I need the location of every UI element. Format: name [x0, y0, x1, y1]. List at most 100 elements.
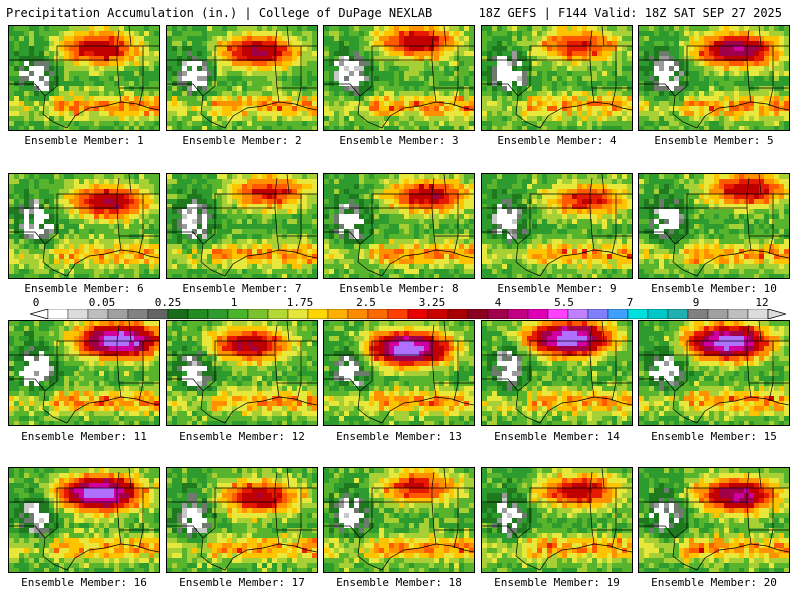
state-boundary: [200, 60, 226, 129]
precip-map: [9, 468, 159, 572]
member-map-panel: [166, 25, 318, 131]
state-boundary: [324, 193, 474, 209]
precip-map: [167, 321, 317, 425]
state-boundary: [167, 487, 317, 503]
member-caption: Ensemble Member: 13: [336, 430, 462, 443]
state-boundary: [696, 543, 789, 571]
colorbar-swatch: [567, 309, 589, 319]
state-boundary: [639, 231, 676, 245]
colorbar-tick-label: 9: [692, 296, 700, 309]
member-caption: Ensemble Member: 5: [654, 134, 774, 147]
state-boundary: [381, 396, 474, 424]
member-caption: Ensemble Member: 2: [182, 134, 302, 147]
state-boundary: [746, 471, 750, 502]
precip-map: [482, 26, 632, 130]
state-boundary: [639, 83, 676, 97]
member-map-panel: [481, 320, 633, 426]
member-map-panel: [323, 25, 475, 131]
state-boundary: [224, 543, 317, 571]
state-boundary: [539, 101, 632, 129]
member-map-panel: [166, 320, 318, 426]
state-boundary: [116, 471, 120, 502]
state-boundary: [639, 525, 676, 539]
state-boundary: [758, 321, 762, 342]
state-boundary: [672, 502, 698, 571]
state-boundary: [639, 340, 789, 356]
state-boundary: [696, 101, 789, 129]
state-boundary: [66, 543, 159, 571]
colorbar-swatch: [307, 309, 329, 319]
state-boundary: [138, 341, 144, 402]
colorbar-swatch: [447, 309, 469, 319]
state-boundary: [128, 26, 132, 47]
colorbar-swatch: [627, 309, 649, 319]
state-boundary: [66, 249, 159, 277]
state-boundary: [128, 468, 132, 489]
colorbar-swatch: [47, 309, 69, 319]
precip-map: [639, 26, 789, 130]
state-boundary: [639, 378, 676, 392]
colorbar-swatch: [167, 309, 189, 319]
state-boundary: [611, 46, 617, 107]
state-boundary: [758, 174, 762, 195]
state-boundary: [443, 26, 447, 47]
state-boundary: [9, 487, 159, 503]
state-boundary: [768, 488, 774, 549]
member-caption: Ensemble Member: 20: [651, 576, 777, 589]
member-map-panel: [8, 467, 160, 573]
colorbar: 0 0.05 0.25 1 1.75 2.5 3.25 4 5.5 7 9 12: [30, 296, 786, 322]
precip-map: [324, 321, 474, 425]
state-boundary: [482, 83, 519, 97]
colorbar-swatch: [127, 309, 149, 319]
precip-map: [9, 26, 159, 130]
precip-map: [639, 174, 789, 278]
precip-map: [639, 321, 789, 425]
state-boundary: [224, 249, 317, 277]
state-boundary: [167, 378, 204, 392]
member-map-panel: [8, 173, 160, 279]
state-boundary: [116, 177, 120, 208]
state-boundary: [167, 193, 317, 209]
state-boundary: [381, 543, 474, 571]
state-boundary: [200, 502, 226, 571]
state-boundary: [687, 354, 752, 398]
colorbar-tick-label: 1.75: [286, 296, 314, 309]
state-boundary: [589, 177, 593, 208]
precip-map: [167, 468, 317, 572]
state-boundary: [57, 501, 122, 545]
state-boundary: [746, 29, 750, 60]
colorbar-swatch: [407, 309, 429, 319]
colorbar-swatch: [367, 309, 389, 319]
member-caption: Ensemble Member: 12: [179, 430, 305, 443]
state-boundary: [57, 59, 122, 103]
colorbar-swatch: [747, 309, 769, 319]
member-map-panel: [166, 467, 318, 573]
state-boundary: [274, 471, 278, 502]
state-boundary: [758, 468, 762, 489]
state-boundary: [224, 396, 317, 424]
state-boundary: [116, 29, 120, 60]
member-caption: Ensemble Member: 11: [21, 430, 147, 443]
state-boundary: [167, 525, 204, 539]
state-boundary: [167, 83, 204, 97]
precip-map: [324, 468, 474, 572]
state-boundary: [482, 487, 632, 503]
colorbar-tick-label: 0: [32, 296, 40, 309]
precip-map: [482, 321, 632, 425]
state-boundary: [768, 341, 774, 402]
colorbar-swatch: [327, 309, 349, 319]
colorbar-tick-label: 3.25: [418, 296, 446, 309]
member-map-panel: [638, 320, 790, 426]
colorbar-swatch: [727, 309, 749, 319]
state-boundary: [601, 26, 605, 47]
colorbar-swatch: [387, 309, 409, 319]
member-map-panel: [638, 173, 790, 279]
colorbar-swatch: [667, 309, 689, 319]
colorbar-swatch: [467, 309, 489, 319]
colorbar-swatch: [527, 309, 549, 319]
state-boundary: [758, 26, 762, 47]
state-boundary: [324, 525, 361, 539]
colorbar-swatch: [147, 309, 169, 319]
member-caption: Ensemble Member: 9: [497, 282, 617, 295]
state-boundary: [42, 502, 68, 571]
